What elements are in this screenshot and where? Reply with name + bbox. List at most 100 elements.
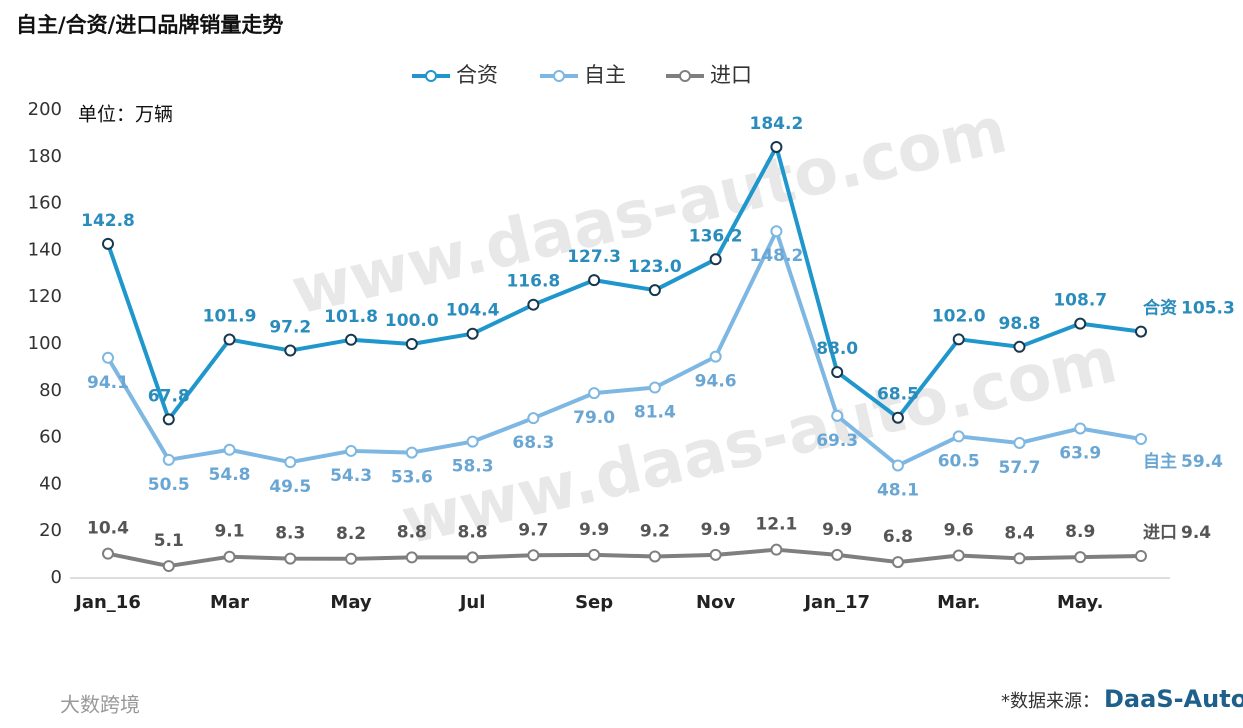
y-tick-label: 60 [39, 427, 62, 448]
legend-label: 自主 [584, 63, 626, 87]
data-point [284, 344, 297, 357]
data-label: 69.3 [816, 431, 858, 451]
y-tick-label: 140 [28, 239, 62, 260]
data-label: 142.8 [81, 211, 135, 231]
data-point [1013, 340, 1026, 353]
data-point [162, 560, 175, 573]
data-point [1074, 317, 1087, 330]
data-point [527, 549, 540, 562]
x-tick-label: May. [1057, 592, 1103, 613]
data-label: 5.1 [154, 531, 184, 551]
data-point [466, 435, 479, 448]
data-point [162, 413, 175, 426]
data-label: 101.8 [324, 307, 378, 327]
logo: DaaS-Auto [1104, 685, 1243, 713]
data-point [405, 551, 418, 564]
data-point [102, 351, 114, 364]
data-point [345, 552, 358, 565]
data-label: 81.4 [634, 403, 676, 423]
chart-title: 自主/合资/进口品牌销量走势 [16, 13, 283, 37]
data-label: 68.3 [512, 433, 554, 453]
data-label: 9.7 [518, 520, 548, 540]
footer-brand: 大数跨境 [60, 693, 140, 717]
data-point [1013, 552, 1026, 565]
data-point [891, 411, 904, 424]
legend-marker [425, 70, 437, 82]
data-point [1135, 433, 1147, 446]
data-point [345, 333, 358, 346]
data-label: 50.5 [148, 475, 190, 495]
data-label: 8.9 [1065, 522, 1095, 542]
data-point [162, 453, 175, 466]
data-point [527, 412, 540, 425]
y-tick-label: 180 [28, 146, 62, 167]
data-point [709, 548, 722, 561]
data-label: 97.2 [269, 318, 311, 338]
data-label: 49.5 [269, 477, 311, 497]
series-end-name: 进口 [1143, 523, 1177, 543]
y-tick-label: 40 [39, 473, 62, 494]
data-point [952, 549, 965, 562]
data-label: 79.0 [573, 408, 615, 428]
x-tick-label: Sep [575, 592, 613, 613]
data-point [405, 338, 418, 350]
legend-label: 合资 [456, 63, 498, 87]
y-tick-label: 0 [51, 567, 62, 588]
data-label: 94.1 [87, 373, 129, 393]
data-point [1135, 550, 1147, 563]
data-label: 9.9 [822, 520, 852, 540]
data-point [770, 140, 783, 153]
data-label: 8.8 [397, 522, 427, 542]
data-point [770, 543, 783, 556]
series-end-name: 自主 [1143, 451, 1177, 472]
x-tick-label: Jan_17 [802, 592, 870, 613]
data-point [405, 446, 418, 459]
data-label: 101.9 [203, 307, 257, 327]
data-point [345, 444, 358, 457]
data-point [709, 253, 722, 266]
data-label: 53.6 [391, 468, 433, 488]
data-point [284, 456, 297, 469]
data-label: 68.5 [877, 385, 919, 405]
data-label: 54.3 [330, 466, 372, 486]
data-label: 123.0 [628, 257, 682, 277]
series-line [107, 547, 1142, 569]
unit-label: 单位：万辆 [78, 104, 173, 126]
data-point [891, 556, 904, 569]
data-label: 9.1 [214, 522, 244, 542]
data-point [831, 409, 844, 422]
x-tick-label: May [330, 592, 372, 613]
data-label: 8.3 [275, 524, 305, 544]
x-tick-label: Jul [458, 592, 486, 613]
data-point [648, 550, 661, 563]
data-label: 12.1 [755, 515, 797, 535]
data-point [952, 333, 965, 346]
data-label: 184.2 [750, 114, 804, 134]
x-tick-label: Nov [696, 592, 735, 613]
data-point [102, 237, 114, 250]
watermark: www.daas-auto.com [285, 93, 1014, 329]
data-label: 88.0 [816, 339, 858, 359]
data-label: 58.3 [452, 457, 494, 477]
data-point [588, 548, 601, 561]
data-label: 9.9 [701, 520, 731, 540]
data-label: 8.4 [1004, 523, 1034, 543]
data-label: 136.2 [689, 226, 743, 246]
data-label: 9.9 [579, 520, 609, 540]
data-point [223, 333, 236, 346]
legend-label: 进口 [710, 63, 752, 87]
y-tick-label: 200 [28, 99, 62, 120]
data-label: 9.6 [944, 521, 974, 541]
data-label: 8.8 [458, 522, 488, 542]
y-tick-label: 100 [28, 333, 62, 354]
legend-marker [679, 70, 691, 82]
data-label: 60.5 [938, 451, 980, 471]
data-label: 63.9 [1059, 443, 1101, 463]
series-line [106, 144, 1142, 422]
data-point [1013, 436, 1026, 449]
y-tick-label: 120 [28, 286, 62, 307]
data-point [223, 443, 236, 456]
data-label: 104.4 [446, 301, 500, 321]
data-point [648, 284, 661, 297]
y-tick-label: 20 [39, 520, 62, 541]
